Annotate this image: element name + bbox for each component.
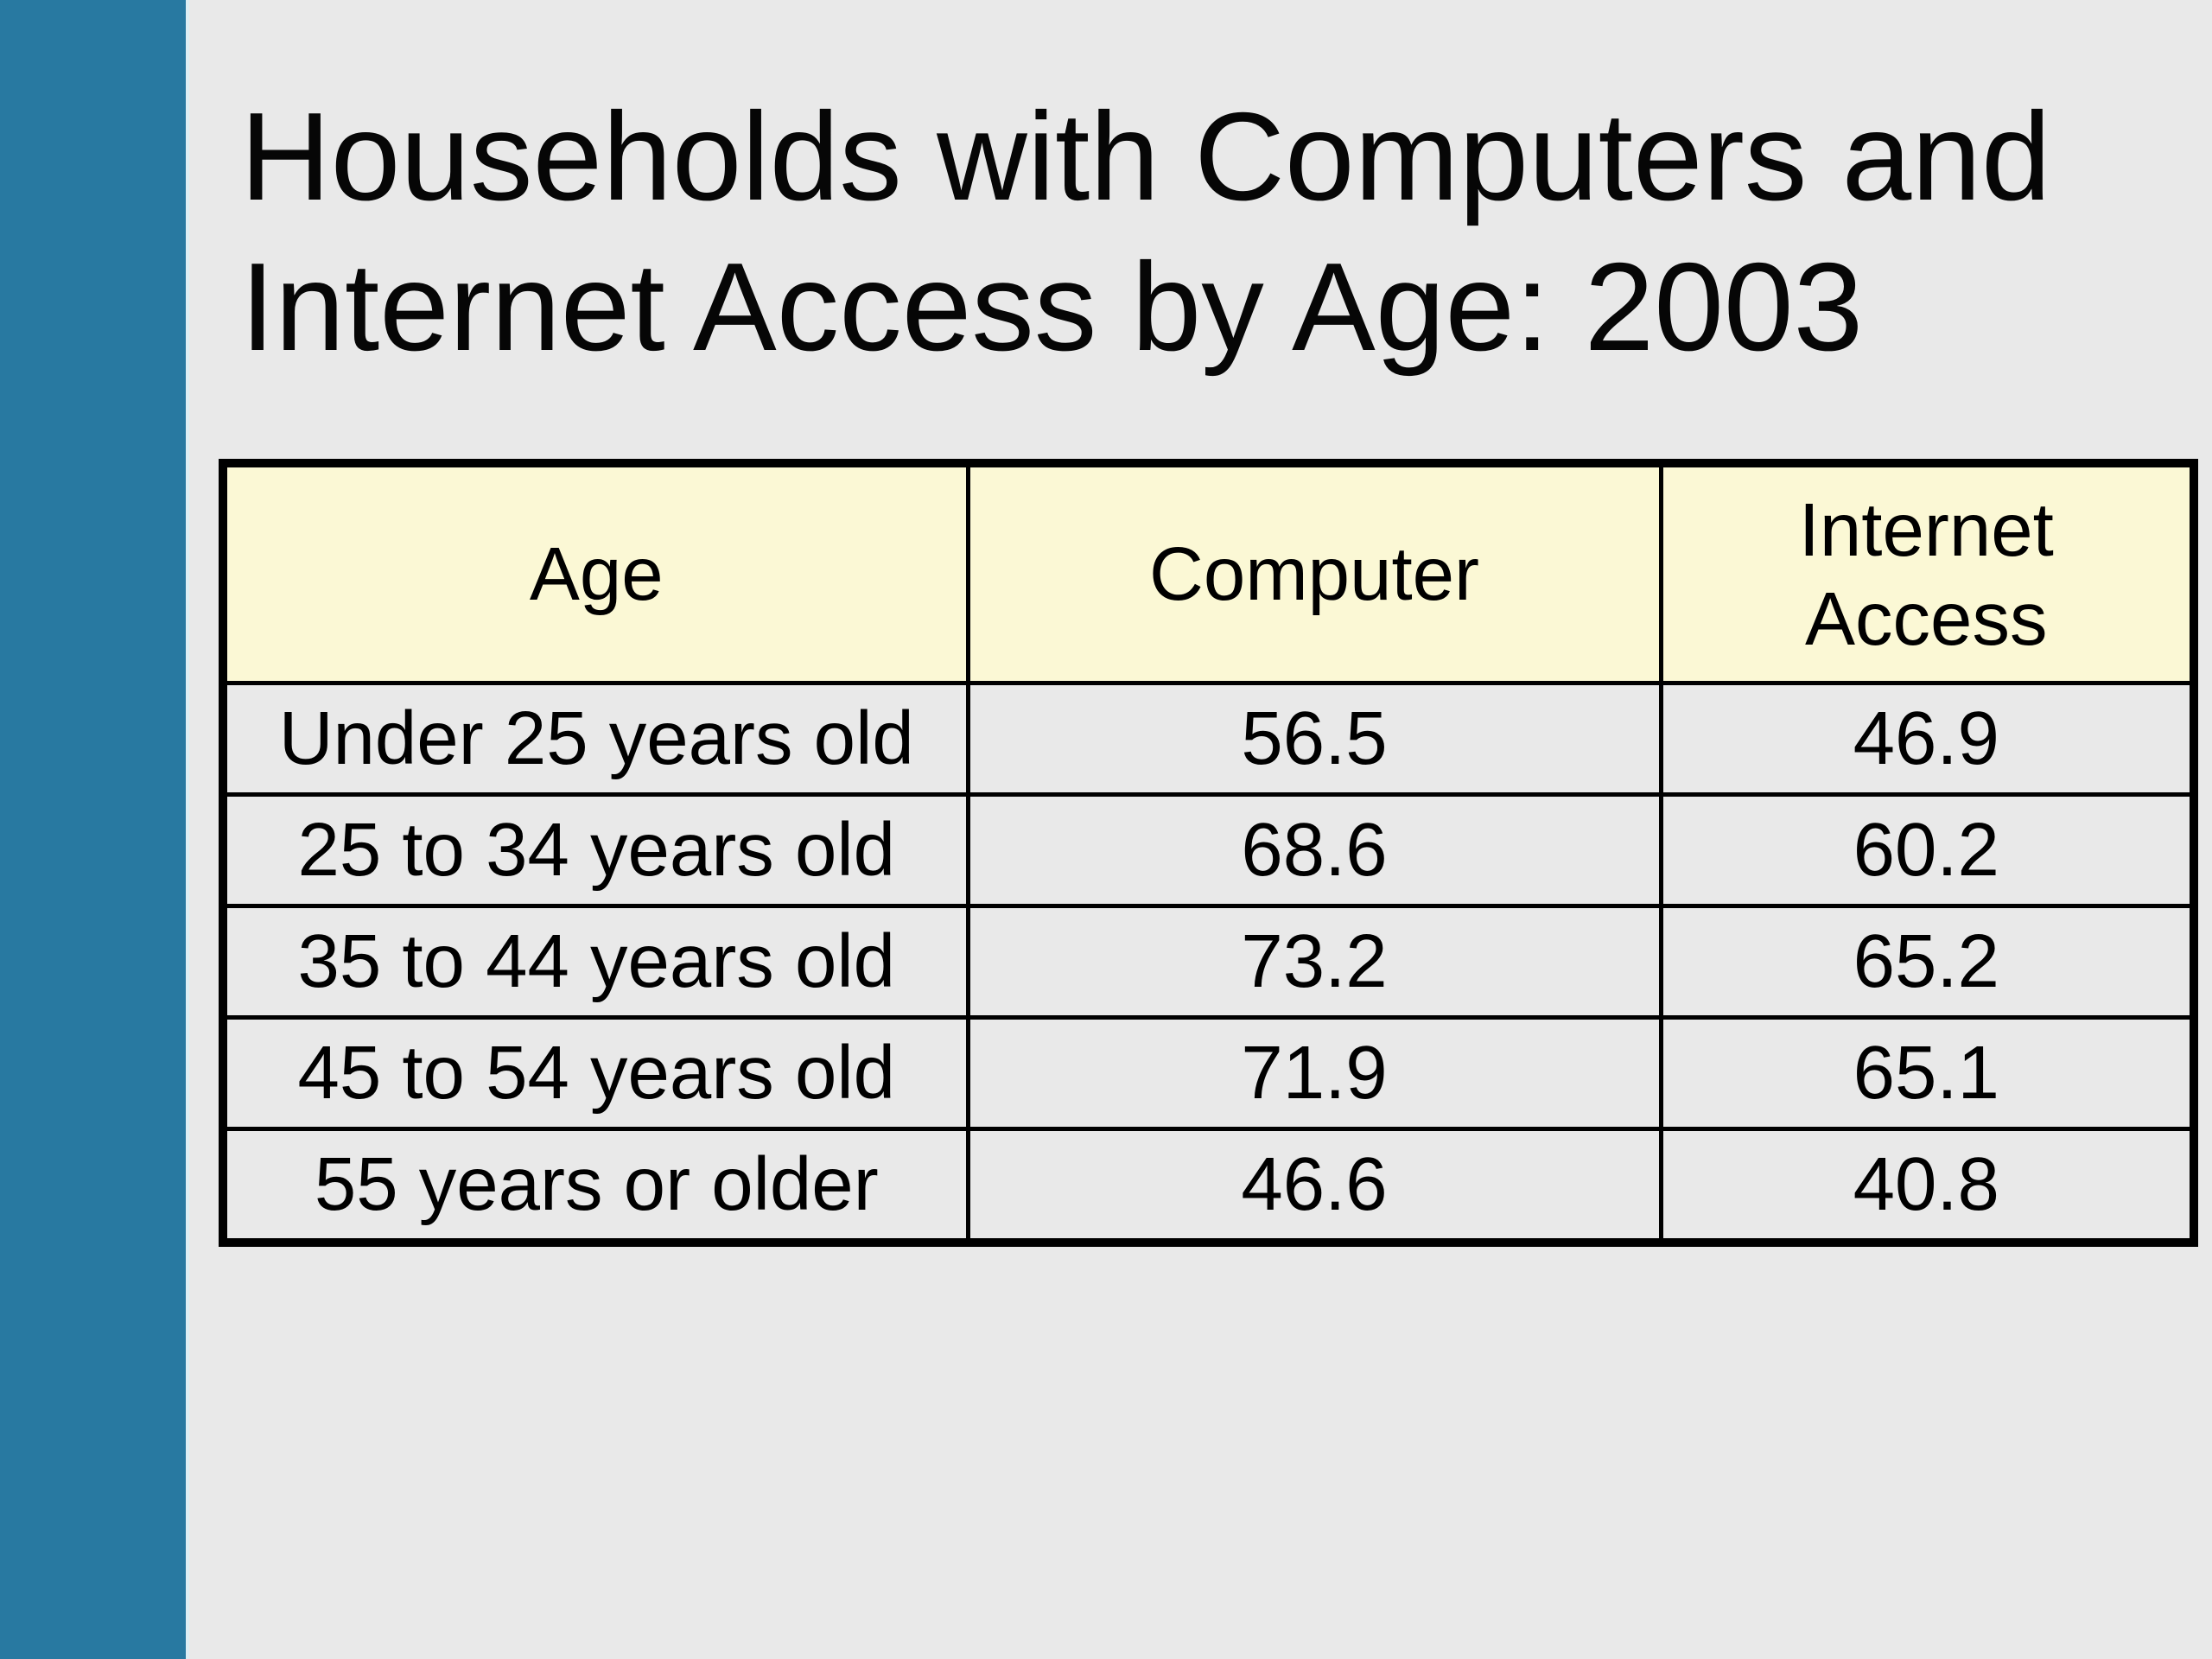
column-header-age-label: Age [529, 532, 664, 616]
column-header-internet-access-label: Internet Access [1798, 487, 2054, 661]
cell-computer: 71.9 [965, 1015, 1663, 1131]
table-header: Age Computer Internet Access [220, 461, 2196, 685]
table-header-row: Age Computer Internet Access [220, 461, 2196, 685]
cell-computer: 68.6 [965, 792, 1663, 908]
cell-age: 35 to 44 years old [220, 904, 970, 1020]
slide-title-line-1: Households with Computers and [240, 86, 2051, 226]
table-row: 25 to 34 years old 68.6 60.2 [220, 792, 2196, 908]
cell-age: 25 to 34 years old [220, 792, 970, 908]
column-header-age: Age [220, 461, 970, 685]
table-row: 35 to 44 years old 73.2 65.2 [220, 904, 2196, 1020]
table-row: 55 years or older 46.6 40.8 [220, 1127, 2196, 1245]
cell-internet-access: 46.9 [1658, 681, 2196, 797]
column-header-computer-label: Computer [1149, 532, 1479, 616]
slide-title-line-2: Internet Access by Age: 2003 [240, 237, 1864, 377]
cell-internet-access: 40.8 [1658, 1127, 2196, 1245]
table-row: Under 25 years old 56.5 46.9 [220, 681, 2196, 797]
accent-bar [0, 0, 189, 1659]
column-header-computer: Computer [965, 461, 1663, 685]
cell-internet-access: 60.2 [1658, 792, 2196, 908]
cell-age: 45 to 54 years old [220, 1015, 970, 1131]
cell-age: Under 25 years old [220, 681, 970, 797]
data-table: Age Computer Internet Access Under 25 ye… [219, 459, 2198, 1247]
table-body: Under 25 years old 56.5 46.9 25 to 34 ye… [220, 681, 2196, 1245]
cell-computer: 56.5 [965, 681, 1663, 797]
cell-age: 55 years or older [220, 1127, 970, 1245]
cell-computer: 73.2 [965, 904, 1663, 1020]
cell-internet-access: 65.2 [1658, 904, 2196, 1020]
column-header-internet-access: Internet Access [1658, 461, 2196, 685]
cell-computer: 46.6 [965, 1127, 1663, 1245]
slide-title: Households with Computers and Internet A… [240, 81, 2051, 382]
cell-internet-access: 65.1 [1658, 1015, 2196, 1131]
table-row: 45 to 54 years old 71.9 65.1 [220, 1015, 2196, 1131]
